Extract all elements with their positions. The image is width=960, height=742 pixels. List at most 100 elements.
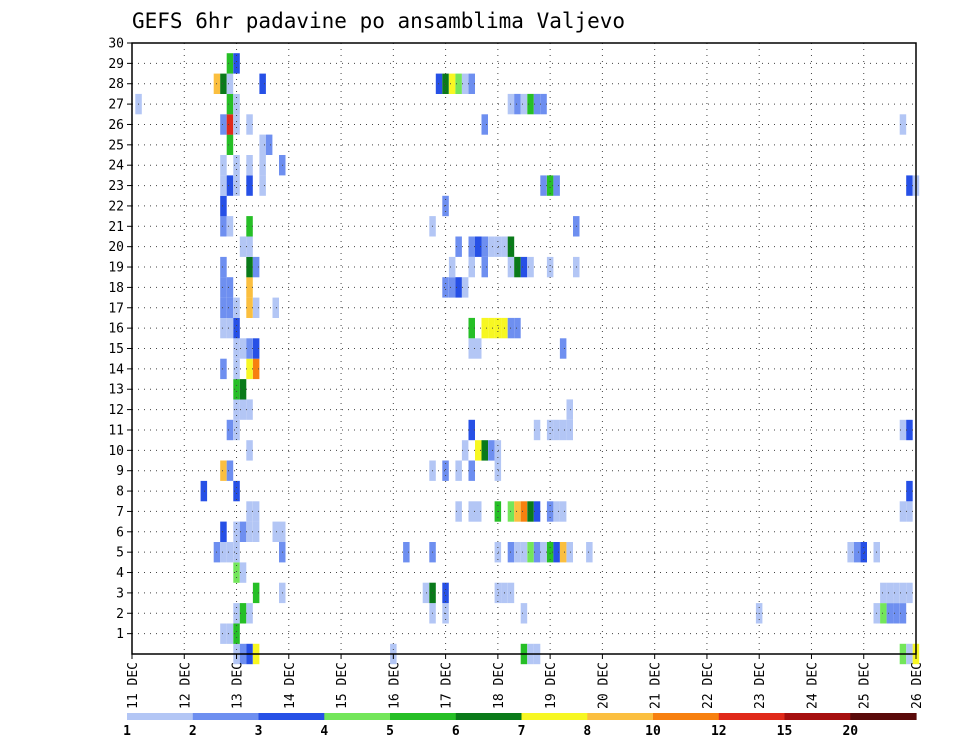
heatmap-cell: [546, 256, 554, 278]
heatmap-cell: [442, 73, 449, 94]
heatmap-cell: [226, 114, 234, 135]
heatmap-cell: [468, 460, 475, 481]
colorbar-label: 8: [583, 724, 591, 739]
heatmap-cell: [220, 521, 227, 542]
y-tick-label: 11: [108, 423, 124, 438]
heatmap-cell: [899, 603, 907, 624]
heatmap-cell: [448, 277, 456, 298]
y-tick-label: 10: [108, 444, 124, 459]
y-tick-label: 3: [116, 586, 124, 601]
heatmap-cell: [514, 317, 521, 339]
heatmap-cell: [220, 114, 227, 135]
heatmap-cell: [442, 582, 449, 604]
colorbar-label: 3: [255, 724, 263, 739]
heatmap-cell: [847, 542, 854, 563]
heatmap-cell: [559, 419, 567, 441]
heatmap-cell: [246, 236, 253, 257]
heatmap-cell: [566, 399, 573, 420]
x-tick-label: 11 DEC: [126, 662, 141, 709]
heatmap-cell: [220, 542, 227, 563]
heatmap-cell: [239, 338, 247, 359]
heatmap-cell: [886, 603, 894, 624]
heatmap-cell: [272, 297, 279, 318]
heatmap-cell: [494, 236, 502, 257]
heatmap-cell: [246, 603, 253, 624]
x-tick-label: 19 DEC: [544, 662, 559, 709]
heatmap-cell: [233, 623, 240, 644]
heatmap-cell: [880, 582, 887, 604]
heatmap-cell: [461, 440, 469, 461]
colorbar-swatch: [653, 713, 720, 720]
y-tick-label: 28: [108, 77, 124, 92]
heatmap-cell: [259, 175, 266, 196]
heatmap-cell: [468, 256, 475, 278]
heatmap-cell: [259, 155, 266, 176]
heatmap-cell: [468, 236, 475, 257]
x-tick-label: 26 DEC: [910, 662, 925, 709]
heatmap-cell: [239, 236, 247, 257]
heatmap-cell: [226, 419, 234, 441]
heatmap-cell: [494, 542, 502, 563]
heatmap-cell: [259, 134, 266, 155]
heatmap-cell: [586, 542, 593, 563]
heatmap-cell: [246, 114, 253, 135]
colorbar-swatch: [718, 713, 786, 720]
heatmap-cell: [233, 379, 240, 400]
colorbar-swatch: [390, 713, 457, 720]
y-tick-label: 22: [108, 199, 124, 214]
heatmap-cell: [422, 582, 430, 604]
heatmap-cell: [455, 236, 462, 257]
heatmap-cell: [233, 480, 240, 502]
x-tick-label: 18 DEC: [492, 662, 507, 709]
heatmap-cell: [226, 297, 234, 318]
heatmap-cell: [448, 73, 456, 94]
heatmap-cell: [899, 114, 907, 135]
heatmap-cell: [527, 501, 534, 522]
heatmap-cell: [455, 460, 462, 481]
heatmap-cell: [233, 155, 240, 176]
heatmap-cell: [246, 155, 253, 176]
heatmap-cell: [566, 542, 573, 563]
heatmap-cell: [246, 216, 253, 237]
heatmap-cell: [906, 419, 913, 441]
heatmap-cell: [559, 338, 567, 359]
heatmap-cell: [442, 277, 449, 298]
heatmap-cell: [906, 175, 913, 196]
heatmap-cell: [246, 297, 253, 318]
heatmap-cell: [239, 521, 247, 542]
colorbar-swatch: [258, 713, 325, 720]
heatmap-cell: [546, 542, 554, 563]
heatmap-cell: [527, 542, 534, 563]
heatmap-cell: [893, 603, 900, 624]
heatmap-cell: [403, 542, 410, 563]
heatmap-cell: [494, 582, 502, 604]
y-tick-label: 14: [108, 362, 124, 377]
y-tick-label: 24: [108, 159, 124, 174]
heatmap-cell: [226, 93, 234, 115]
colorbar-label: 2: [189, 724, 197, 739]
heatmap-cell: [220, 358, 227, 380]
heatmap-cell: [246, 338, 253, 359]
y-tick-label: 20: [108, 240, 124, 255]
y-tick-label: 25: [108, 138, 124, 153]
plot-frame: [131, 42, 917, 655]
heatmap-cell: [226, 134, 234, 155]
heatmap-cell: [252, 521, 260, 542]
heatmap-cell: [246, 256, 253, 278]
heatmap-cell: [559, 542, 567, 563]
heatmap-cell: [226, 73, 234, 94]
x-tick-label: 20 DEC: [596, 662, 611, 709]
chart-title: GEFS 6hr padavine po ansamblima Valjevo: [132, 9, 625, 33]
heatmap-cell: [899, 419, 907, 441]
heatmap-cell: [233, 419, 240, 441]
heatmap-cell: [494, 460, 502, 481]
y-tick-label: 17: [108, 301, 124, 316]
colorbar-swatch: [587, 713, 654, 720]
heatmap-cell: [239, 603, 247, 624]
y-tick-label: 13: [108, 383, 124, 398]
heatmap-cell: [559, 501, 567, 522]
heatmap-cell: [514, 256, 521, 278]
heatmap-cell: [233, 114, 240, 135]
x-tick-label: 25 DEC: [858, 662, 873, 709]
colorbar-label: 12: [711, 724, 727, 739]
